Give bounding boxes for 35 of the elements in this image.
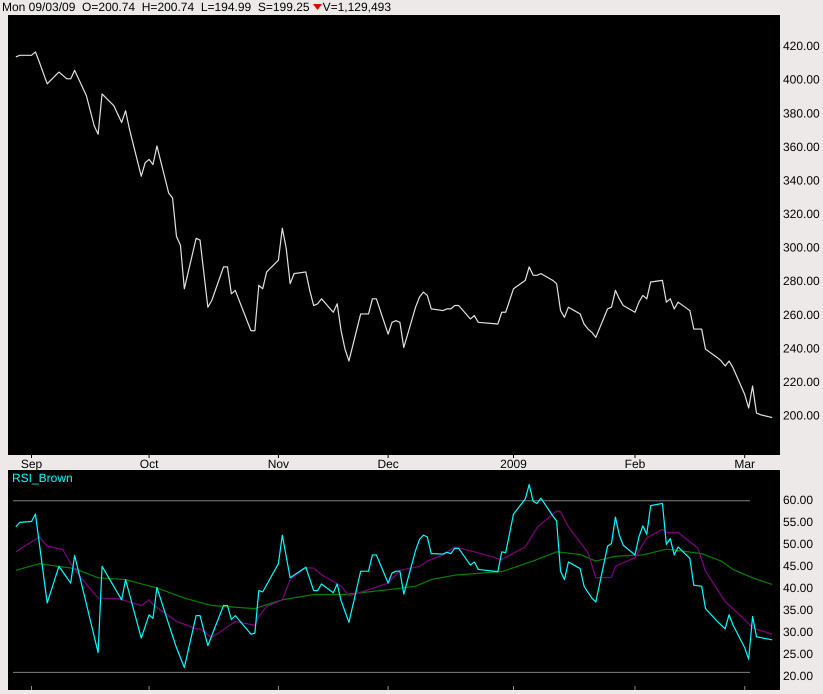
x-tick-label: Mar [734, 457, 756, 472]
line-series [15, 510, 773, 638]
line-series [15, 548, 773, 610]
x-tick-label: Feb [624, 457, 646, 472]
y-tick-label: 60.00 [783, 492, 814, 507]
y-tick-label: 40.00 [783, 580, 814, 595]
line-series [15, 484, 773, 668]
text: Mon 09/03/09 O=200.74 H=200.74 L=194.99 S=199.25 [2, 0, 310, 14]
y-tick-label: 360.00 [783, 140, 820, 154]
x-tick-label: Sep [20, 457, 43, 472]
y-tick-label: 380.00 [783, 106, 820, 120]
y-tick-label: 220.00 [783, 374, 820, 389]
x-tick-label: 2009 [500, 457, 528, 472]
y-tick-label: 320.00 [783, 207, 820, 222]
y-tick-label: 260.00 [783, 308, 820, 322]
x-tick-label: Oct [140, 457, 160, 472]
x-tick-label: Dec [377, 457, 399, 472]
y-tick-label: 420.00 [783, 39, 820, 54]
y-tick-label: 200.00 [783, 408, 820, 423]
y-tick-label: 30.00 [783, 624, 814, 639]
text: RSI_Brown [12, 471, 73, 485]
y-tick-label: 35.00 [783, 602, 814, 617]
x-tick-label: Nov [268, 457, 290, 472]
y-tick-label: 25.00 [783, 646, 814, 661]
y-tick-label: 300.00 [783, 240, 820, 255]
y-tick-label: 20.00 [783, 668, 814, 683]
line-series [15, 51, 773, 418]
text: V=1,129,493 [322, 0, 391, 14]
y-tick-label: 45.00 [783, 558, 814, 573]
y-tick-label: 340.00 [783, 173, 820, 188]
y-tick-label: 55.00 [783, 514, 814, 529]
y-tick-label: 280.00 [783, 274, 820, 288]
y-tick-label: 50.00 [783, 536, 814, 551]
y-tick-label: 400.00 [783, 72, 820, 87]
y-tick-label: 240.00 [783, 341, 820, 356]
